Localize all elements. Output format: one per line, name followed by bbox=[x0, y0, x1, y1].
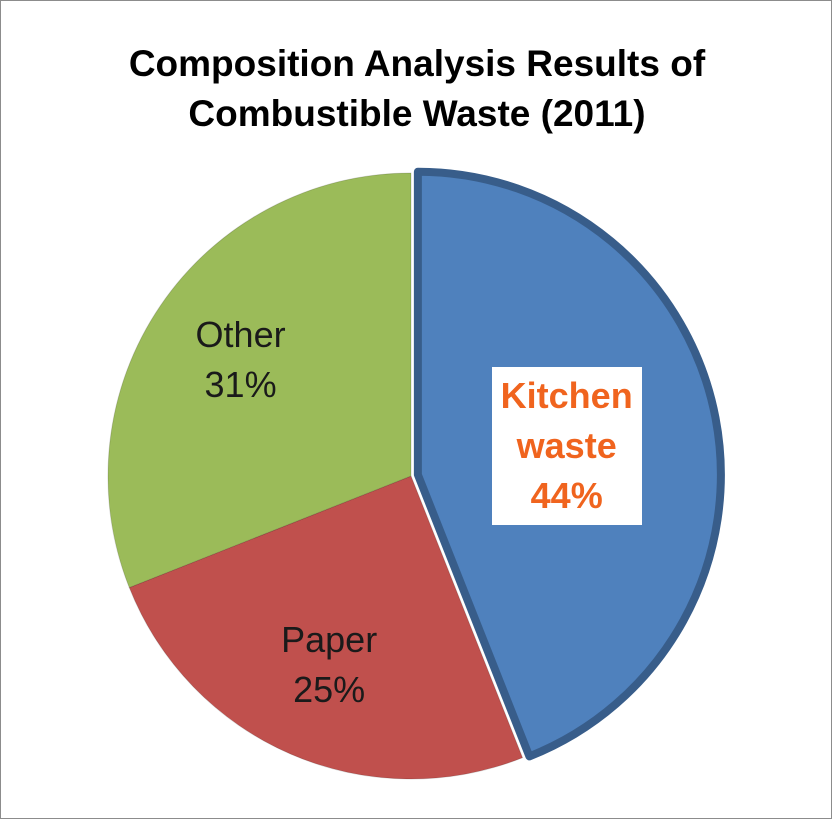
slice-label: Other 31% bbox=[196, 310, 286, 410]
chart-title: Composition Analysis Results of Combusti… bbox=[128, 43, 706, 134]
pie-slice bbox=[128, 475, 524, 780]
category-label: Other bbox=[195, 314, 286, 356]
value-label: 31% bbox=[204, 364, 277, 406]
pie-slice bbox=[107, 172, 412, 589]
category-label: Paper bbox=[281, 619, 378, 661]
category-label: Kitchen waste bbox=[500, 375, 633, 467]
value-label: 44% bbox=[530, 475, 603, 517]
slice-label: Kitchen waste 44% bbox=[491, 367, 642, 526]
slice-label: Paper 25% bbox=[281, 615, 377, 715]
value-label: 25% bbox=[293, 669, 366, 711]
